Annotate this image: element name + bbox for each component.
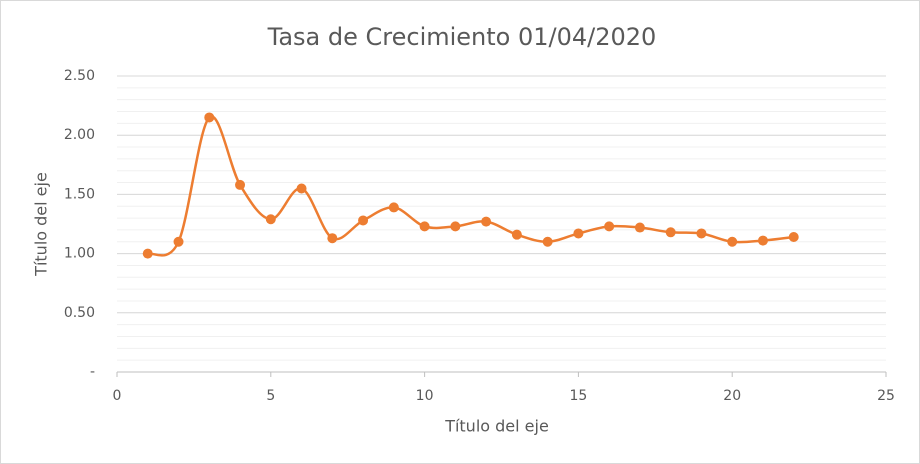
data-point — [142, 248, 153, 259]
data-point — [296, 183, 307, 194]
data-point — [388, 202, 399, 213]
y-axis-title: Título del eje — [32, 172, 51, 277]
data-point — [542, 236, 553, 247]
x-axis-title: Título del eje — [444, 417, 549, 436]
data-point — [235, 179, 246, 190]
y-tick-label: 0.50 — [64, 305, 95, 321]
x-tick-label: 20 — [723, 388, 741, 404]
data-point — [450, 221, 461, 232]
data-point — [634, 222, 645, 233]
data-point — [665, 227, 676, 238]
y-tick-label: - — [90, 364, 95, 380]
data-point — [757, 235, 768, 246]
data-point — [265, 214, 276, 225]
chart-title: Tasa de Crecimiento 01/04/2020 — [267, 23, 657, 51]
x-tick-label: 15 — [569, 388, 587, 404]
x-tick-label: 10 — [416, 388, 434, 404]
data-point — [788, 232, 799, 243]
data-point — [604, 221, 615, 232]
x-tick-label: 0 — [113, 388, 122, 404]
x-tick-label: 5 — [266, 388, 275, 404]
data-point — [573, 228, 584, 239]
data-point — [419, 221, 430, 232]
data-point — [327, 233, 338, 244]
data-point — [696, 228, 707, 239]
data-point — [481, 216, 492, 227]
y-tick-label: 2.50 — [64, 68, 95, 84]
data-point — [511, 229, 522, 240]
data-point — [358, 215, 369, 226]
y-tick-label: 1.00 — [64, 246, 95, 262]
data-point — [727, 236, 738, 247]
data-point — [173, 236, 184, 247]
x-tick-label: 25 — [877, 388, 895, 404]
y-tick-label: 2.00 — [64, 127, 95, 143]
data-point — [204, 112, 215, 123]
y-tick-label: 1.50 — [64, 186, 95, 202]
